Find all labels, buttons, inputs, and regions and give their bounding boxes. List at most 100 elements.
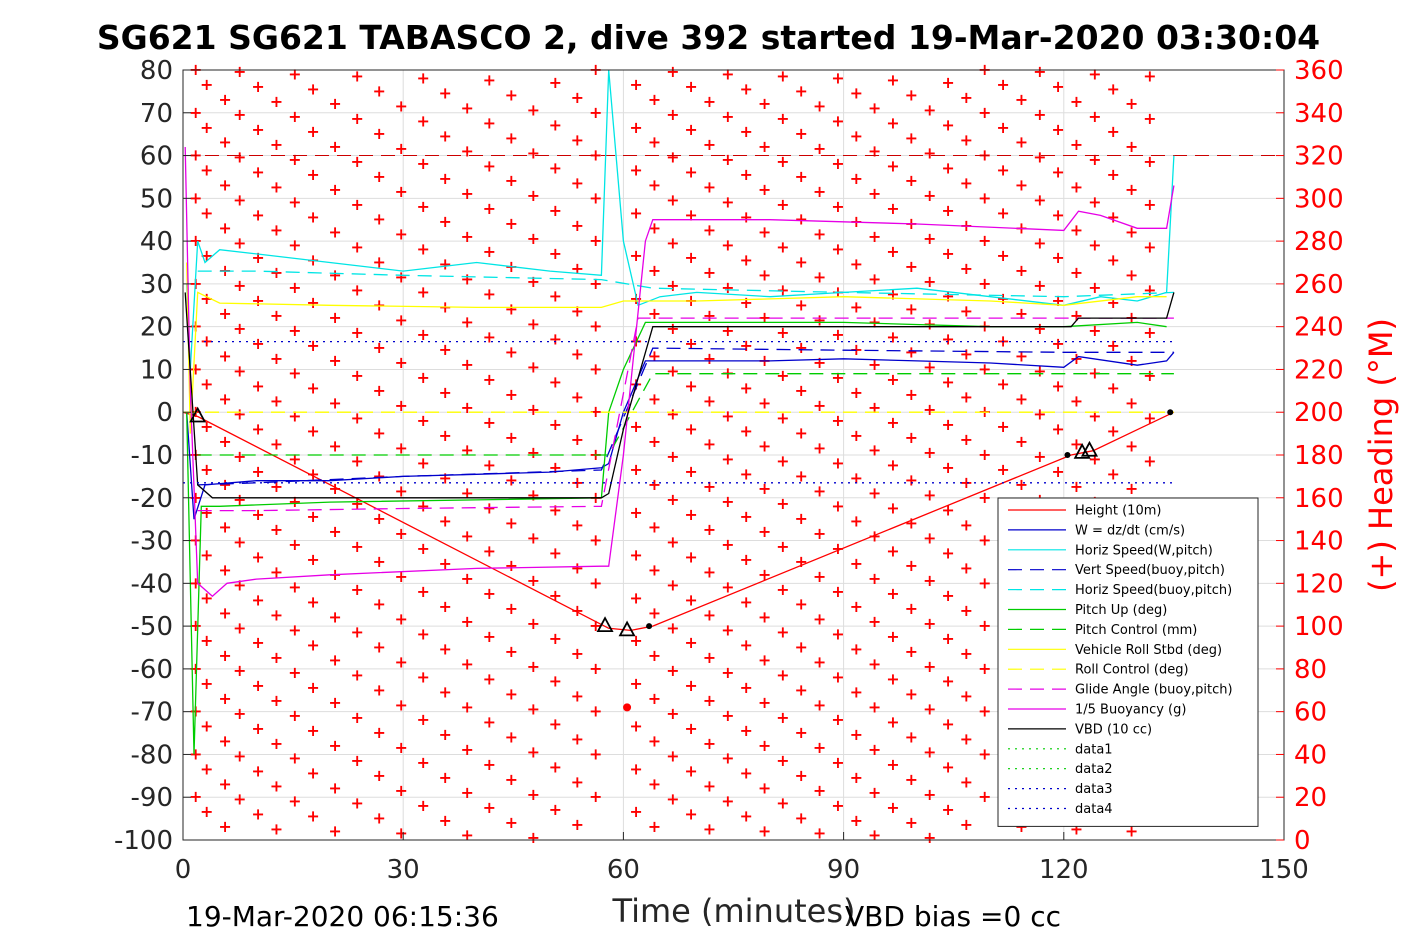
heading-marker: + — [483, 285, 496, 304]
heading-marker: + — [350, 580, 363, 599]
heading-marker: + — [703, 220, 716, 239]
heading-marker: + — [527, 400, 540, 419]
right-tick-label: 360 — [1294, 56, 1344, 86]
heading-marker: + — [233, 233, 246, 252]
heading-marker: + — [1143, 323, 1156, 342]
heading-marker: + — [1125, 265, 1138, 284]
heading-marker: + — [776, 409, 789, 428]
heading-marker: + — [758, 394, 771, 413]
heading-marker: + — [960, 88, 973, 107]
heading-marker: + — [417, 582, 430, 601]
heading-marker: + — [905, 513, 918, 532]
x-axis-label: Time (minutes) — [612, 892, 856, 930]
heading-marker: + — [648, 176, 661, 195]
heading-marker: + — [461, 141, 474, 160]
heading-marker: + — [923, 272, 936, 291]
heading-marker: + — [306, 507, 319, 526]
heading-marker: + — [648, 732, 661, 751]
heading-marker: + — [483, 456, 496, 475]
legend-entry: Vehicle Roll Stbd (deg) — [1075, 643, 1222, 658]
heading-marker: + — [417, 796, 430, 815]
heading-marker: + — [648, 518, 661, 537]
heading-marker: + — [483, 413, 496, 432]
heading-marker: + — [394, 267, 407, 286]
heading-marker: + — [813, 139, 826, 158]
legend-entry: Pitch Control (mm) — [1075, 623, 1197, 638]
heading-marker: + — [684, 590, 697, 609]
heading-marker: + — [505, 128, 518, 147]
heading-marker: + — [571, 644, 584, 663]
heading-marker: + — [218, 90, 231, 109]
heading-marker: + — [270, 563, 283, 582]
heading-marker: + — [776, 623, 789, 642]
heading-marker: + — [666, 190, 679, 209]
heading-marker: + — [868, 697, 881, 716]
heading-marker: + — [200, 289, 213, 308]
heading-marker: + — [571, 259, 584, 278]
heading-marker: + — [648, 90, 661, 109]
heading-marker: + — [868, 826, 881, 845]
heading-marker: + — [328, 522, 341, 541]
heading-marker: + — [527, 742, 540, 761]
y-tick-label: 40 — [140, 227, 173, 257]
heading-marker: + — [813, 225, 826, 244]
heading-marker: + — [527, 443, 540, 462]
heading-marker: + — [850, 597, 863, 616]
heading-marker: + — [666, 319, 679, 338]
heading-marker: + — [703, 777, 716, 796]
heading-marker: + — [549, 672, 562, 691]
heading-marker: + — [306, 678, 319, 697]
heading-marker: + — [1033, 105, 1046, 124]
heading-marker: + — [850, 640, 863, 659]
x-tick-label: 90 — [827, 855, 860, 885]
heading-marker: + — [721, 193, 734, 212]
heading-marker: + — [328, 223, 341, 242]
heading-marker: + — [439, 340, 452, 359]
heading-marker: + — [233, 789, 246, 808]
heading-marker: + — [758, 223, 771, 242]
heading-marker: + — [189, 188, 202, 207]
heading-marker: + — [288, 792, 301, 811]
heading-marker: + — [589, 402, 602, 421]
series-line-vbd-10-cc — [184, 292, 1175, 499]
heading-marker: + — [813, 781, 826, 800]
heading-marker: + — [251, 633, 264, 652]
heading-marker: + — [589, 231, 602, 250]
heading-marker: + — [306, 250, 319, 269]
heading-marker: + — [1143, 66, 1156, 85]
heading-marker: + — [941, 287, 954, 306]
heading-marker: + — [439, 511, 452, 530]
right-tick-label: 40 — [1294, 740, 1327, 770]
heading-marker: + — [200, 674, 213, 693]
heading-marker: + — [270, 135, 283, 154]
heading-marker: + — [328, 137, 341, 156]
heading-marker: + — [905, 342, 918, 361]
dot-marker — [646, 623, 653, 630]
heading-marker: + — [941, 415, 954, 434]
heading-marker: + — [1051, 163, 1064, 182]
heading-marker: + — [394, 567, 407, 586]
y-tick-label: 80 — [140, 56, 173, 86]
heading-marker: + — [1015, 90, 1028, 109]
heading-marker: + — [739, 250, 752, 269]
heading-marker: + — [795, 766, 808, 785]
heading-marker: + — [721, 107, 734, 126]
y-tick-label: -50 — [131, 612, 173, 642]
heading-marker: + — [886, 113, 899, 132]
heading-marker: + — [589, 573, 602, 592]
heading-marker: + — [233, 661, 246, 680]
heading-marker: + — [758, 522, 771, 541]
y-tick-label: -40 — [131, 569, 173, 599]
heading-marker: + — [549, 715, 562, 734]
heading-marker: + — [483, 798, 496, 817]
heading-marker: + — [703, 734, 716, 753]
heading-marker: + — [666, 148, 679, 167]
heading-marker: + — [868, 441, 881, 460]
heading-marker: + — [417, 154, 430, 173]
heading-marker: + — [527, 614, 540, 633]
heading-marker: + — [831, 111, 844, 130]
heading-marker: + — [417, 454, 430, 473]
heading-marker: + — [350, 323, 363, 342]
heading-marker: + — [218, 732, 231, 751]
heading-marker: + — [813, 267, 826, 286]
